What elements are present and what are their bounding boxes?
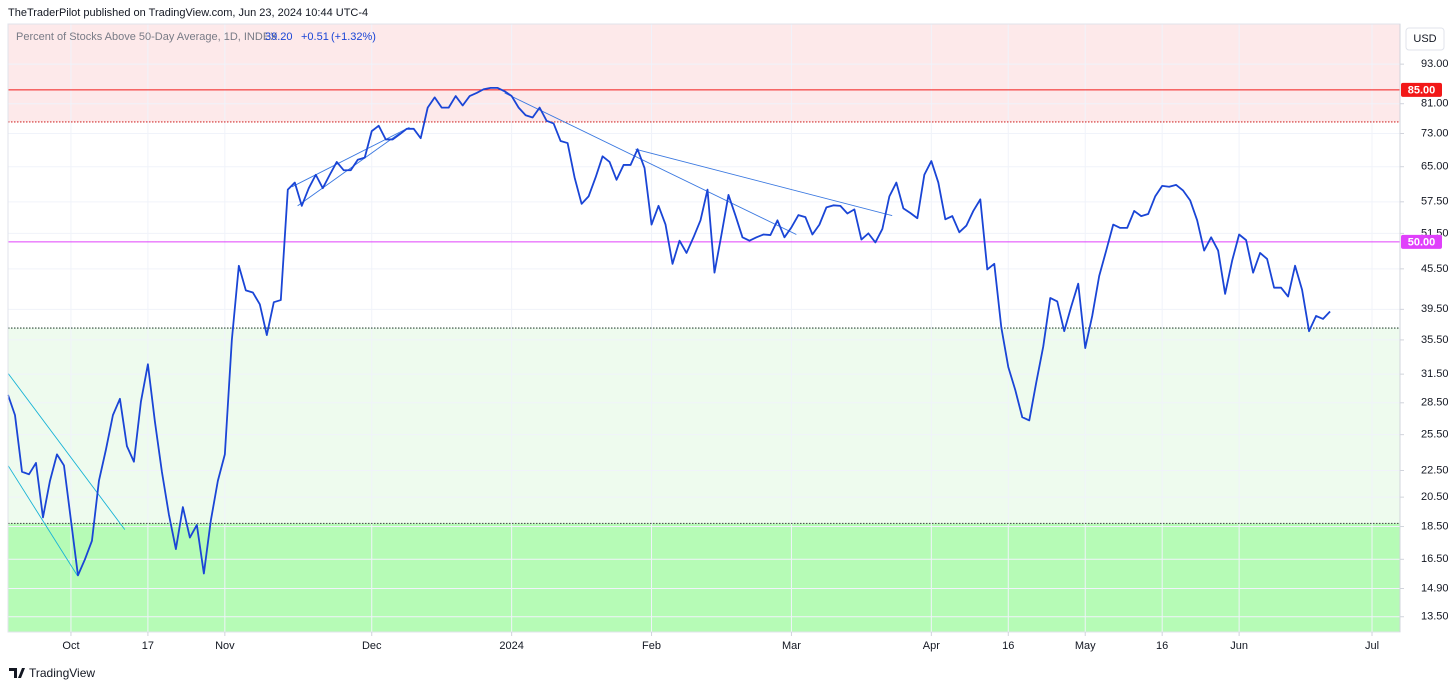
trend-line	[7, 465, 78, 576]
x-tick-label: 16	[1002, 640, 1014, 652]
axes: 93.0081.0073.0065.0057.5051.5045.5039.50…	[62, 58, 1448, 652]
x-tick-label: Oct	[62, 640, 79, 652]
level-label: 50.00	[1408, 236, 1436, 248]
y-tick-label: 57.50	[1421, 196, 1449, 208]
trend-line	[635, 148, 893, 217]
y-tick-label: 65.00	[1421, 161, 1449, 173]
zone	[8, 523, 1400, 632]
y-tick-label: 35.50	[1421, 334, 1449, 346]
zone	[8, 24, 1400, 122]
level-badge	[1401, 234, 1442, 249]
y-tick-label: 28.50	[1421, 397, 1449, 409]
y-tick-label: 16.50	[1421, 553, 1449, 565]
logo-icon	[9, 668, 25, 678]
x-tick-label: Mar	[782, 640, 801, 652]
trend-line	[504, 92, 797, 235]
trend-line	[291, 126, 410, 188]
level-label: 85.00	[1408, 84, 1436, 96]
change: +0.51	[301, 31, 329, 43]
last-price: 39.20	[265, 31, 293, 43]
branding: TradingView	[29, 666, 95, 680]
x-tick-label: May	[1075, 640, 1096, 652]
level-badge	[1401, 82, 1442, 97]
x-tick-label: Apr	[923, 640, 940, 652]
y-tick-label: 39.50	[1421, 303, 1449, 315]
indicator-title: Percent of Stocks Above 50-Day Average, …	[16, 31, 278, 43]
x-tick-label: Feb	[642, 640, 661, 652]
grid	[8, 24, 1400, 632]
currency-box[interactable]	[1405, 27, 1445, 51]
zone	[8, 328, 1400, 524]
x-tick-label: Jul	[1365, 640, 1379, 652]
y-tick-label: 18.50	[1421, 520, 1449, 532]
y-tick-label: 31.50	[1421, 368, 1449, 380]
attribution: TheTraderPilot published on TradingView.…	[8, 7, 368, 19]
levels	[8, 89, 1400, 525]
y-tick-label: 81.00	[1421, 98, 1449, 110]
series-line	[7, 86, 1331, 577]
y-tick-label: 73.00	[1421, 127, 1449, 139]
y-tick-label: 22.50	[1421, 464, 1449, 476]
x-tick-label: Dec	[362, 640, 382, 652]
change-pct: (+1.32%)	[331, 31, 376, 43]
y-tick-label: 25.50	[1421, 429, 1449, 441]
logo	[9, 668, 25, 678]
x-tick-label: 17	[142, 640, 154, 652]
y-tick-label: 93.00	[1421, 58, 1449, 70]
y-tick-label: 20.50	[1421, 491, 1449, 503]
x-tick-label: 16	[1156, 640, 1168, 652]
currency[interactable]: USD	[1413, 33, 1436, 45]
y-tick-label: 13.50	[1421, 611, 1449, 623]
trend-line	[7, 372, 126, 530]
x-tick-label: Nov	[215, 640, 235, 652]
y-tick-label: 14.90	[1421, 582, 1449, 594]
zones	[8, 24, 1400, 632]
x-tick-label: 2024	[499, 640, 523, 652]
x-tick-label: Jun	[1230, 640, 1248, 652]
y-tick-label: 45.50	[1421, 263, 1449, 275]
plot	[7, 86, 1331, 577]
